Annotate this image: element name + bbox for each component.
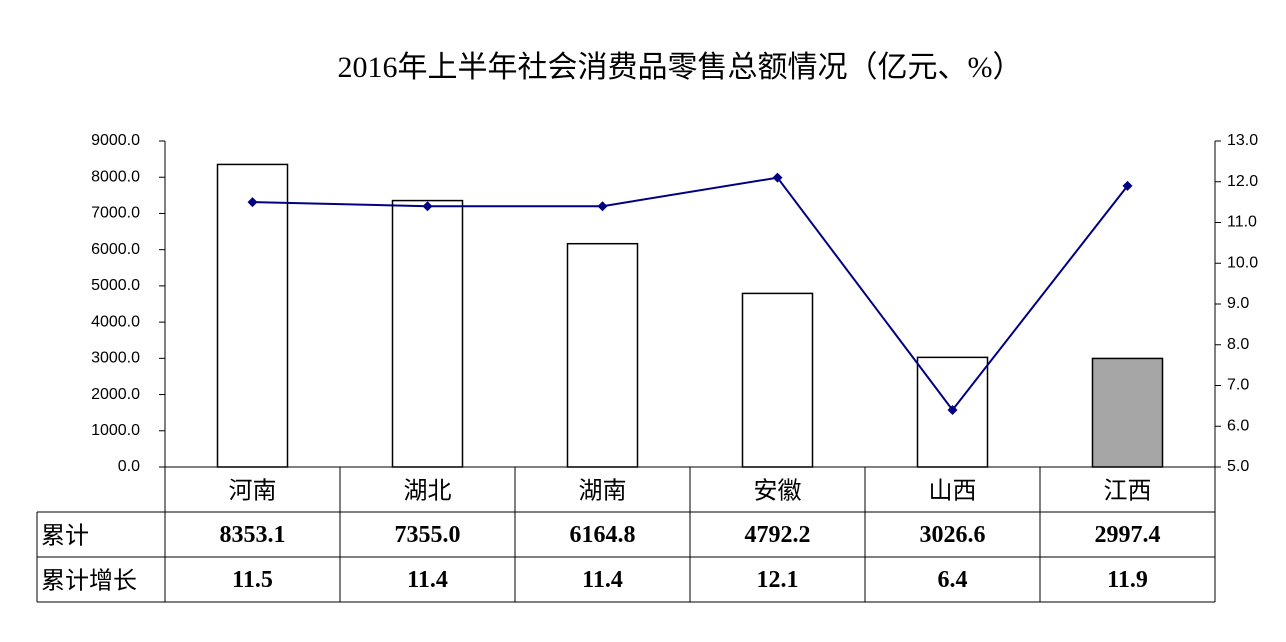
category-label: 湖南 [579,477,627,505]
category-label: 山西 [929,477,977,505]
y-tick-label: 2000.0 [91,386,140,403]
y-tick-label: 9000.0 [91,132,140,149]
line [252,176,1129,412]
y2-tick-label: 5.0 [1227,458,1249,475]
value-label: 11.5 [232,567,273,593]
marker [597,201,608,212]
chart-title: 2016年上半年社会消费品零售总额情况（亿元、%） [338,51,1023,84]
value-label: 12.1 [757,567,799,593]
y2-tick-label: 8.0 [1227,336,1249,353]
value-label: 6164.8 [570,522,636,548]
marker [422,201,433,212]
y-tick-label: 5000.0 [91,277,140,294]
category-label: 江西 [1104,477,1152,505]
y-tick-label: 0.0 [118,458,140,475]
bar [741,292,814,468]
y-tick-label: 7000.0 [91,205,140,222]
marker [1122,180,1133,191]
value-label: 4792.2 [745,522,811,548]
y2-tick-label: 6.0 [1227,417,1249,434]
value-label: 2997.4 [1095,522,1161,548]
value-label: 3026.6 [920,522,986,548]
bar [216,163,289,468]
bar [391,199,464,468]
value-label: 11.9 [1107,567,1148,593]
value-label: 6.4 [938,567,968,593]
y2-tick-label: 11.0 [1227,214,1257,231]
y2-tick-label: 13.0 [1227,132,1258,149]
bar [1091,357,1164,468]
value-label: 11.4 [407,567,448,593]
y2-tick-label: 10.0 [1227,254,1258,271]
category-label: 湖北 [404,477,452,505]
y2-tick-label: 12.0 [1227,173,1258,190]
value-label: 7355.0 [395,522,461,548]
y-tick-label: 4000.0 [91,313,140,330]
value-label: 11.4 [582,567,623,593]
y-tick-label: 3000.0 [91,350,140,367]
category-label: 安徽 [754,477,802,505]
legend-label: 累计增长 [41,567,137,595]
y-tick-label: 1000.0 [91,422,140,439]
value-label: 8353.1 [220,522,286,548]
bar [566,242,639,468]
y-tick-label: 8000.0 [91,168,140,185]
y-tick-label: 6000.0 [91,241,140,258]
legend-label: 累计 [41,522,89,550]
y2-tick-label: 7.0 [1227,377,1249,394]
marker [947,404,958,415]
marker [247,197,258,208]
y2-tick-label: 9.0 [1227,295,1249,312]
marker [772,172,783,183]
category-label: 河南 [229,477,277,505]
